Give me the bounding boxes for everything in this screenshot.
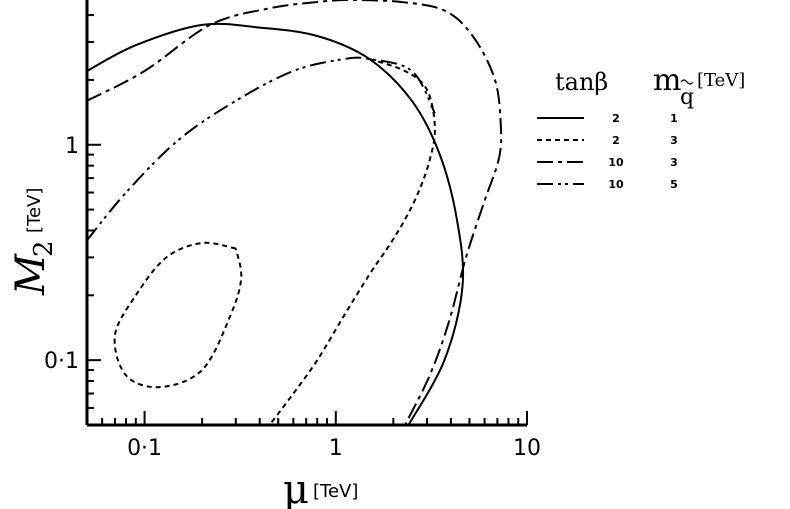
- x-axis-unit: [TeV]: [313, 481, 358, 502]
- legend-rows: 2 1 2 3 10 3 10 5: [537, 112, 678, 191]
- x-tick-label-2: 10: [513, 436, 541, 461]
- curve-tanb2-mq3-2: [113, 241, 243, 389]
- x-tick-label-1: 1: [329, 436, 343, 461]
- curve-tanb10-mq3-3: [86, 0, 503, 426]
- legend-mq-1: 3: [670, 134, 678, 147]
- series-layer: [86, 0, 503, 426]
- plot-frame: [85, 0, 527, 427]
- legend-tanb-2: 10: [608, 156, 624, 169]
- legend-header-unit: [TeV]: [697, 70, 745, 91]
- legend: tanβ m q [TeV] 2 1 2 3 10 3 10 5: [537, 63, 745, 191]
- curve-tanb2-mq1-0: [86, 22, 465, 426]
- curve-tanb10-mq5-4: [86, 56, 436, 241]
- minor-ticks: [86, 14, 528, 426]
- legend-mq-3: 5: [670, 178, 678, 191]
- legend-mq-0: 1: [670, 112, 678, 125]
- y-axis-symbol: M: [8, 253, 54, 296]
- y-axis-subscript: 2: [29, 240, 59, 257]
- y-axis-unit: [TeV]: [24, 188, 45, 233]
- tilde-mark: [680, 79, 694, 85]
- y-tick-label-0: 0·1: [44, 349, 79, 374]
- tick-labels: 0·1 1 10 0·1 1: [44, 134, 541, 461]
- legend-tanb-1: 2: [612, 134, 620, 147]
- legend-header-mass: m: [653, 63, 681, 98]
- legend-header-tanb: tanβ: [555, 68, 608, 96]
- y-axis-title: M 2 [TeV]: [8, 188, 59, 296]
- x-axis-symbol: μ: [283, 467, 309, 509]
- legend-tanb-3: 10: [608, 178, 624, 191]
- legend-tanb-0: 2: [612, 112, 620, 125]
- legend-mq-2: 3: [670, 156, 678, 169]
- x-tick-label-0: 0·1: [127, 436, 162, 461]
- x-axis-title: μ [TeV]: [283, 467, 358, 509]
- curve-tanb2-mq3-1: [268, 58, 436, 426]
- y-tick-label-1: 1: [65, 134, 79, 159]
- legend-header-squark: q: [680, 85, 694, 110]
